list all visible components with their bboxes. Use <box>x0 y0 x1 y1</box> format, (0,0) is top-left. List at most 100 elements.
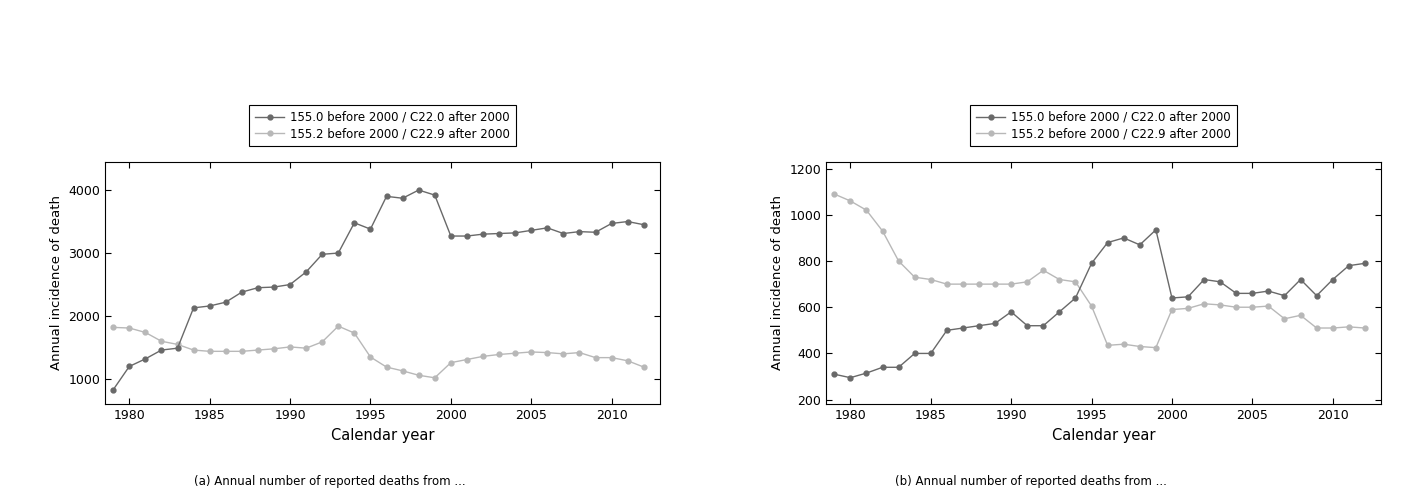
155.2 before 2000 / C22.9 after 2000 <box>635 364 652 370</box>
155.0 before 2000 / C22.0 after 2000 <box>170 345 186 351</box>
155.2 before 2000 / C22.9 after 2000 <box>1244 304 1260 310</box>
155.0 before 2000 / C22.0 after 2000 <box>1084 260 1101 266</box>
155.0 before 2000 / C22.0 after 2000 <box>1052 309 1068 315</box>
155.2 before 2000 / C22.9 after 2000 <box>329 323 346 329</box>
155.0 before 2000 / C22.0 after 2000 <box>955 325 972 331</box>
155.2 before 2000 / C22.9 after 2000 <box>426 375 443 381</box>
155.0 before 2000 / C22.0 after 2000 <box>1357 260 1374 266</box>
155.2 before 2000 / C22.9 after 2000 <box>233 348 250 354</box>
155.2 before 2000 / C22.9 after 2000 <box>1067 279 1084 285</box>
155.2 before 2000 / C22.9 after 2000 <box>1084 303 1101 309</box>
155.0 before 2000 / C22.0 after 2000 <box>153 347 170 353</box>
155.0 before 2000 / C22.0 after 2000 <box>1211 279 1228 285</box>
155.0 before 2000 / C22.0 after 2000 <box>923 350 939 356</box>
Line: 155.2 before 2000 / C22.9 after 2000: 155.2 before 2000 / C22.9 after 2000 <box>831 192 1367 350</box>
155.2 before 2000 / C22.9 after 2000 <box>538 350 555 356</box>
155.0 before 2000 / C22.0 after 2000 <box>1196 276 1213 282</box>
155.2 before 2000 / C22.9 after 2000 <box>1052 276 1068 282</box>
155.0 before 2000 / C22.0 after 2000 <box>443 233 460 239</box>
155.2 before 2000 / C22.9 after 2000 <box>314 339 331 345</box>
155.2 before 2000 / C22.9 after 2000 <box>265 346 282 352</box>
155.2 before 2000 / C22.9 after 2000 <box>394 368 411 374</box>
155.0 before 2000 / C22.0 after 2000 <box>523 227 540 233</box>
Legend: 155.0 before 2000 / C22.0 after 2000, 155.2 before 2000 / C22.9 after 2000: 155.0 before 2000 / C22.0 after 2000, 15… <box>250 105 516 146</box>
155.2 before 2000 / C22.9 after 2000 <box>843 198 859 204</box>
155.0 before 2000 / C22.0 after 2000 <box>297 269 314 275</box>
Y-axis label: Annual incidence of death: Annual incidence of death <box>50 196 63 370</box>
155.0 before 2000 / C22.0 after 2000 <box>843 375 859 381</box>
155.0 before 2000 / C22.0 after 2000 <box>1147 227 1164 233</box>
155.0 before 2000 / C22.0 after 2000 <box>394 196 411 201</box>
155.0 before 2000 / C22.0 after 2000 <box>1325 276 1342 282</box>
155.2 before 2000 / C22.9 after 2000 <box>1196 301 1213 307</box>
155.0 before 2000 / C22.0 after 2000 <box>217 299 234 305</box>
155.0 before 2000 / C22.0 after 2000 <box>938 327 955 333</box>
155.0 before 2000 / C22.0 after 2000 <box>890 365 907 370</box>
Text: (b) Annual number of reported deaths from ...: (b) Annual number of reported deaths fro… <box>894 475 1166 488</box>
155.2 before 2000 / C22.9 after 2000 <box>1179 305 1196 311</box>
155.0 before 2000 / C22.0 after 2000 <box>538 225 555 231</box>
155.2 before 2000 / C22.9 after 2000 <box>506 350 523 356</box>
155.0 before 2000 / C22.0 after 2000 <box>1308 293 1325 298</box>
Y-axis label: Annual incidence of death: Annual incidence of death <box>771 196 784 370</box>
155.0 before 2000 / C22.0 after 2000 <box>1276 293 1293 298</box>
155.2 before 2000 / C22.9 after 2000 <box>1276 316 1293 322</box>
155.2 before 2000 / C22.9 after 2000 <box>987 281 1004 287</box>
155.2 before 2000 / C22.9 after 2000 <box>955 281 972 287</box>
155.2 before 2000 / C22.9 after 2000 <box>1325 325 1342 331</box>
155.2 before 2000 / C22.9 after 2000 <box>217 348 234 354</box>
Line: 155.0 before 2000 / C22.0 after 2000: 155.0 before 2000 / C22.0 after 2000 <box>831 227 1367 380</box>
155.0 before 2000 / C22.0 after 2000 <box>1019 323 1036 329</box>
155.2 before 2000 / C22.9 after 2000 <box>587 355 604 361</box>
155.0 before 2000 / C22.0 after 2000 <box>1131 242 1148 248</box>
155.0 before 2000 / C22.0 after 2000 <box>906 350 923 356</box>
155.2 before 2000 / C22.9 after 2000 <box>1293 313 1309 318</box>
155.0 before 2000 / C22.0 after 2000 <box>282 282 299 288</box>
155.2 before 2000 / C22.9 after 2000 <box>1002 281 1019 287</box>
155.0 before 2000 / C22.0 after 2000 <box>1244 291 1260 296</box>
155.0 before 2000 / C22.0 after 2000 <box>105 387 122 392</box>
155.2 before 2000 / C22.9 after 2000 <box>1340 324 1357 330</box>
155.0 before 2000 / C22.0 after 2000 <box>1293 276 1309 282</box>
155.2 before 2000 / C22.9 after 2000 <box>250 347 266 353</box>
155.0 before 2000 / C22.0 after 2000 <box>314 251 331 257</box>
155.2 before 2000 / C22.9 after 2000 <box>1116 341 1133 347</box>
155.0 before 2000 / C22.0 after 2000 <box>202 303 219 309</box>
155.0 before 2000 / C22.0 after 2000 <box>411 187 428 193</box>
155.0 before 2000 / C22.0 after 2000 <box>121 364 137 369</box>
155.2 before 2000 / C22.9 after 2000 <box>185 347 202 353</box>
155.0 before 2000 / C22.0 after 2000 <box>1002 309 1019 315</box>
155.0 before 2000 / C22.0 after 2000 <box>329 250 346 256</box>
155.2 before 2000 / C22.9 after 2000 <box>443 360 460 366</box>
155.0 before 2000 / C22.0 after 2000 <box>426 192 443 198</box>
155.2 before 2000 / C22.9 after 2000 <box>475 353 492 359</box>
155.2 before 2000 / C22.9 after 2000 <box>458 357 475 363</box>
155.2 before 2000 / C22.9 after 2000 <box>1357 325 1374 331</box>
155.2 before 2000 / C22.9 after 2000 <box>1035 268 1052 273</box>
155.0 before 2000 / C22.0 after 2000 <box>185 305 202 311</box>
155.0 before 2000 / C22.0 after 2000 <box>1116 235 1133 241</box>
155.0 before 2000 / C22.0 after 2000 <box>1228 291 1245 296</box>
155.2 before 2000 / C22.9 after 2000 <box>297 345 314 351</box>
155.2 before 2000 / C22.9 after 2000 <box>1260 303 1277 309</box>
155.0 before 2000 / C22.0 after 2000 <box>506 230 523 236</box>
155.0 before 2000 / C22.0 after 2000 <box>635 222 652 228</box>
155.2 before 2000 / C22.9 after 2000 <box>121 325 137 331</box>
155.0 before 2000 / C22.0 after 2000 <box>571 229 587 235</box>
155.2 before 2000 / C22.9 after 2000 <box>153 338 170 344</box>
155.0 before 2000 / C22.0 after 2000 <box>970 323 987 329</box>
155.0 before 2000 / C22.0 after 2000 <box>137 356 154 362</box>
155.2 before 2000 / C22.9 after 2000 <box>1131 343 1148 349</box>
155.0 before 2000 / C22.0 after 2000 <box>1340 263 1357 269</box>
155.2 before 2000 / C22.9 after 2000 <box>620 358 637 364</box>
Line: 155.2 before 2000 / C22.9 after 2000: 155.2 before 2000 / C22.9 after 2000 <box>111 324 646 380</box>
155.2 before 2000 / C22.9 after 2000 <box>603 355 620 361</box>
155.2 before 2000 / C22.9 after 2000 <box>1147 345 1164 351</box>
155.0 before 2000 / C22.0 after 2000 <box>1099 240 1116 245</box>
155.2 before 2000 / C22.9 after 2000 <box>491 351 508 357</box>
155.2 before 2000 / C22.9 after 2000 <box>346 330 363 336</box>
155.2 before 2000 / C22.9 after 2000 <box>1099 343 1116 348</box>
155.0 before 2000 / C22.0 after 2000 <box>250 285 266 291</box>
155.0 before 2000 / C22.0 after 2000 <box>620 219 637 224</box>
155.2 before 2000 / C22.9 after 2000 <box>555 351 572 357</box>
